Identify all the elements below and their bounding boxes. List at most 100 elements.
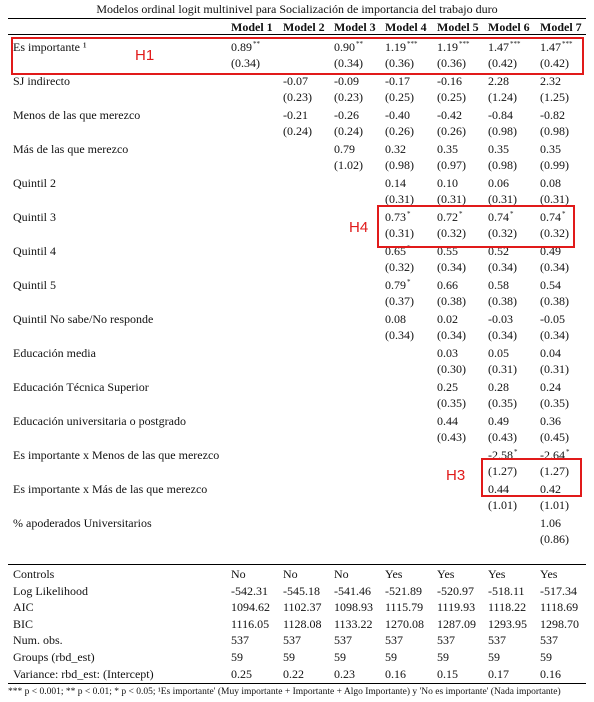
stat-value: -542.31: [231, 583, 268, 598]
estimate-value: -0.42: [437, 108, 462, 122]
estimate-value: 0.35: [437, 142, 458, 156]
stat-value: 537: [437, 633, 455, 648]
stat-value: 1116.05: [231, 616, 270, 631]
header-rule: [8, 34, 586, 35]
stat-value: 0.25: [231, 666, 252, 681]
annotation-h3: H3: [446, 467, 466, 484]
estimate-value: 0.66: [437, 278, 458, 292]
coefficient-cell: 0.90**: [334, 40, 363, 54]
coefficient-cell: 0.03: [437, 346, 458, 360]
standard-error-cell: (0.34): [437, 260, 466, 274]
column-header: Model 5: [437, 20, 479, 34]
stat-label: Controls: [13, 567, 55, 581]
standard-error-cell: (0.32): [385, 260, 414, 274]
row-label: Es importante x Más de las que merezco: [13, 482, 208, 496]
estimate-value: 0.06: [488, 176, 509, 190]
estimate-value: -0.07: [283, 74, 308, 88]
coefficient-cell: 0.02: [437, 312, 458, 326]
standard-error-cell: (0.31): [540, 192, 569, 206]
estimate-value: 0.32: [385, 142, 406, 156]
column-header: Model 1: [231, 20, 273, 34]
row-label: Quintil 2: [13, 176, 57, 190]
coefficient-cell: 0.42: [540, 482, 561, 496]
estimate-value: -0.82: [540, 108, 565, 122]
row-label: Menos de las que merezco: [13, 108, 141, 122]
stat-value: 59: [334, 650, 346, 664]
row-label: Educación media: [13, 346, 96, 360]
stat-value: 1118.22: [488, 600, 527, 615]
standard-error-cell: (0.24): [334, 124, 363, 138]
estimate-value: 1.47: [488, 40, 509, 54]
estimate-value: 0.73: [385, 210, 406, 224]
coefficient-cell: -0.17: [385, 74, 410, 88]
standard-error-cell: (0.36): [437, 56, 466, 70]
estimate-value: 0.79: [385, 278, 406, 292]
stat-value: 0.22: [283, 666, 304, 681]
stat-value: 59: [437, 650, 449, 664]
standard-error-cell: (0.42): [540, 56, 569, 70]
stat-value: No: [283, 567, 298, 581]
coefficient-cell: 0.35: [540, 142, 561, 156]
coefficient-cell: 2.32: [540, 74, 561, 88]
standard-error-cell: (0.25): [437, 90, 466, 104]
column-header: Model 2: [283, 20, 325, 34]
coefficient-cell: 1.19***: [437, 40, 470, 54]
estimate-value: -0.05: [540, 312, 565, 326]
estimate-value: 0.49: [488, 414, 509, 428]
stat-value: Yes: [488, 567, 506, 581]
coefficient-cell: -0.21: [283, 108, 308, 122]
standard-error-cell: (0.26): [437, 124, 466, 138]
significance-stars: *: [510, 210, 514, 218]
coefficient-cell: 0.49: [488, 414, 509, 428]
stat-value: 1119.93: [437, 600, 476, 615]
estimate-value: 0.54: [540, 278, 561, 292]
standard-error-cell: (1.01): [540, 498, 569, 512]
coefficient-cell: 0.44: [437, 414, 458, 428]
coefficient-cell: 1.47***: [540, 40, 573, 54]
stat-value: 537: [488, 633, 506, 648]
stat-value: 1102.37: [283, 600, 322, 615]
standard-error-cell: (0.34): [334, 56, 363, 70]
coefficient-cell: 0.35: [488, 142, 509, 156]
stat-value: 537: [385, 633, 403, 648]
estimate-value: 0.74: [488, 210, 509, 224]
significance-stars: *: [407, 278, 411, 286]
standard-error-cell: (1.01): [488, 498, 517, 512]
coefficient-cell: -0.26: [334, 108, 359, 122]
standard-error-cell: (0.34): [488, 328, 517, 342]
coefficient-cell: -0.40: [385, 108, 410, 122]
column-header: Model 6: [488, 20, 530, 34]
stat-label: AIC: [13, 600, 34, 615]
stat-value: 537: [231, 633, 249, 648]
standard-error-cell: (0.36): [385, 56, 414, 70]
estimate-value: -0.09: [334, 74, 359, 88]
highlight-box-h3: [481, 458, 582, 497]
stat-value: 0.23: [334, 666, 355, 681]
standard-error-cell: (0.34): [437, 328, 466, 342]
estimate-value: 0.74: [540, 210, 561, 224]
estimate-value: 1.19: [385, 40, 406, 54]
stat-value: -520.97: [437, 583, 474, 598]
stat-value: No: [334, 567, 349, 581]
row-label: Quintil 4: [13, 244, 57, 258]
estimate-value: -0.26: [334, 108, 359, 122]
mid-rule: [8, 564, 586, 565]
standard-error-cell: (0.30): [437, 362, 466, 376]
stat-value: -518.11: [488, 583, 525, 598]
significance-stars: *: [407, 244, 411, 252]
estimate-value: -0.16: [437, 74, 462, 88]
standard-error-cell: (0.25): [385, 90, 414, 104]
estimate-value: 0.89: [231, 40, 252, 54]
stat-label: Log Likelihood: [13, 583, 88, 598]
coefficient-cell: -0.42: [437, 108, 462, 122]
column-header: Model 4: [385, 20, 427, 34]
stat-label: Num. obs.: [13, 633, 63, 648]
stat-label: Groups (rbd_est): [13, 650, 95, 664]
standard-error-cell: (1.02): [334, 158, 363, 172]
stat-value: 1094.62: [231, 600, 270, 615]
coefficient-cell: -0.07: [283, 74, 308, 88]
coefficient-cell: 0.74*: [540, 210, 566, 224]
standard-error-cell: (0.42): [488, 56, 517, 70]
estimate-value: 0.08: [540, 176, 561, 190]
standard-error-cell: (0.98): [385, 158, 414, 172]
